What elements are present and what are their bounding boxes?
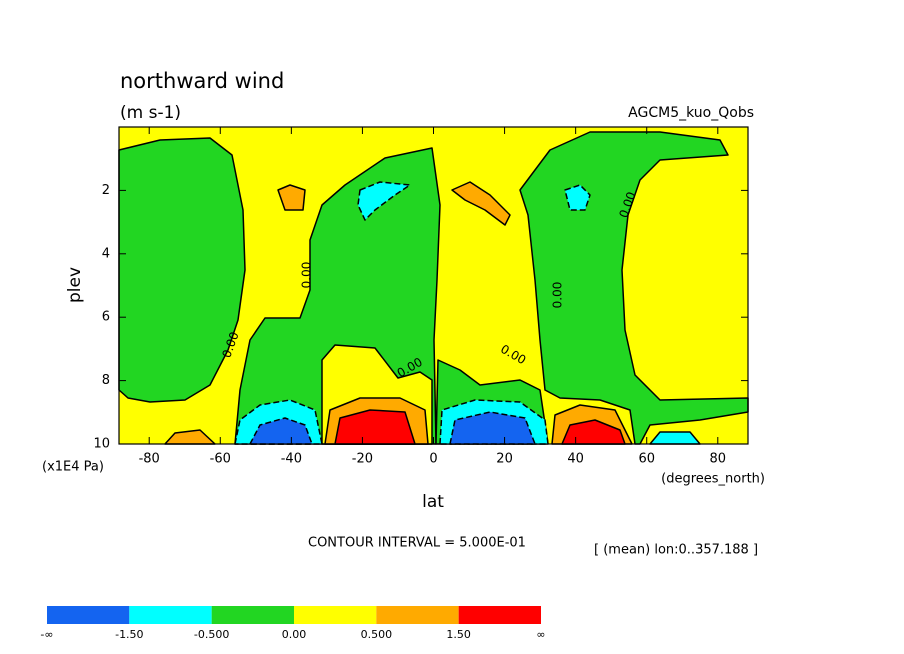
y-axis-label: plev — [65, 267, 85, 303]
colorbar-swatch — [458, 606, 541, 624]
contour-region — [451, 181, 511, 226]
y-axis-unit: (x1E4 Pa) — [42, 460, 104, 475]
x-tick-label: -80 — [139, 452, 160, 467]
colorbar-swatch — [129, 606, 212, 624]
colorbar-swatch — [211, 606, 294, 624]
colorbar-label: -∞ — [40, 628, 53, 641]
colorbar-swatch — [294, 606, 377, 624]
y-tick-label: 8 — [102, 373, 110, 388]
dataset-label: AGCM5_kuo_Qobs — [628, 105, 754, 121]
contour-region — [118, 137, 246, 403]
colorbar-label: 0.00 — [282, 628, 307, 641]
colorbar-swatch — [376, 606, 459, 624]
x-tick-label: -20 — [352, 452, 373, 467]
y-tick-label: 4 — [102, 246, 110, 261]
annotation: [ (mean) lon:0..357.188 ] — [594, 543, 758, 558]
chart-title: northward wind — [120, 69, 284, 93]
contour-region — [277, 184, 306, 211]
y-tick-label: 6 — [102, 310, 110, 325]
contour-labels: 0.00 0.00 0.00 0.00 0.00 0.00 — [219, 190, 638, 380]
colorbar-swatch — [47, 606, 130, 624]
contour-plot — [118, 126, 749, 445]
y-tick-label: 2 — [102, 183, 110, 198]
colorbar-label: 0.500 — [361, 628, 393, 641]
chart-subtitle: (m s-1) — [120, 103, 181, 123]
x-tick-label: 40 — [567, 452, 584, 467]
x-tick-label: 60 — [638, 452, 655, 467]
x-tick-label: -40 — [281, 452, 302, 467]
colorbar-label: -0.500 — [194, 628, 229, 641]
x-axis-label: lat — [422, 492, 444, 512]
contour-label: 0.00 — [551, 282, 565, 309]
x-axis-unit: (degrees_north) — [661, 472, 765, 487]
contour-label: 0.00 — [300, 262, 314, 289]
colorbar-label: ∞ — [536, 628, 545, 641]
contour-interval: CONTOUR INTERVAL = 5.000E-01 — [308, 536, 526, 551]
colorbar-label: 1.50 — [446, 628, 471, 641]
colorbar-label: -1.50 — [115, 628, 143, 641]
contour-region — [564, 184, 591, 211]
y-tick-label: 10 — [93, 437, 110, 452]
x-tick-label: 80 — [710, 452, 727, 467]
x-tick-label: 20 — [496, 452, 513, 467]
x-tick-label: -60 — [210, 452, 231, 467]
contour-region — [357, 181, 411, 221]
x-tick-label: 0 — [429, 452, 437, 467]
